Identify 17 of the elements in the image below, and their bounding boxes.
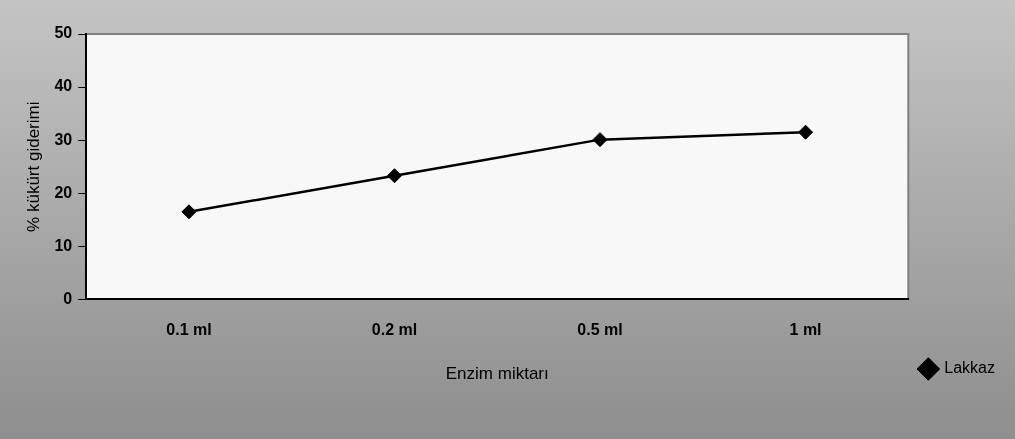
x-tick-label: 0.1 ml <box>166 321 212 339</box>
x-tick-label: 1 ml <box>789 321 822 339</box>
legend-label: Lakkaz <box>944 359 996 377</box>
y-tick-label: 40 <box>54 77 73 95</box>
point <box>592 132 608 148</box>
point <box>181 204 197 220</box>
y-tick-label: 50 <box>54 24 73 42</box>
x-tick-label: 0.2 ml <box>371 321 418 339</box>
x-tick-label: 0.5 ml <box>577 321 623 339</box>
y-tick-label: 20 <box>54 183 73 201</box>
point <box>386 168 402 184</box>
y-tick-label: 30 <box>54 130 73 148</box>
y-tick-label: 10 <box>54 236 73 254</box>
y-tick-label: 0 <box>63 289 73 307</box>
x-axis-title: Enzim miktarı <box>445 364 549 384</box>
point <box>798 124 814 140</box>
y-axis-title: % kükürt giderimi <box>23 101 43 232</box>
